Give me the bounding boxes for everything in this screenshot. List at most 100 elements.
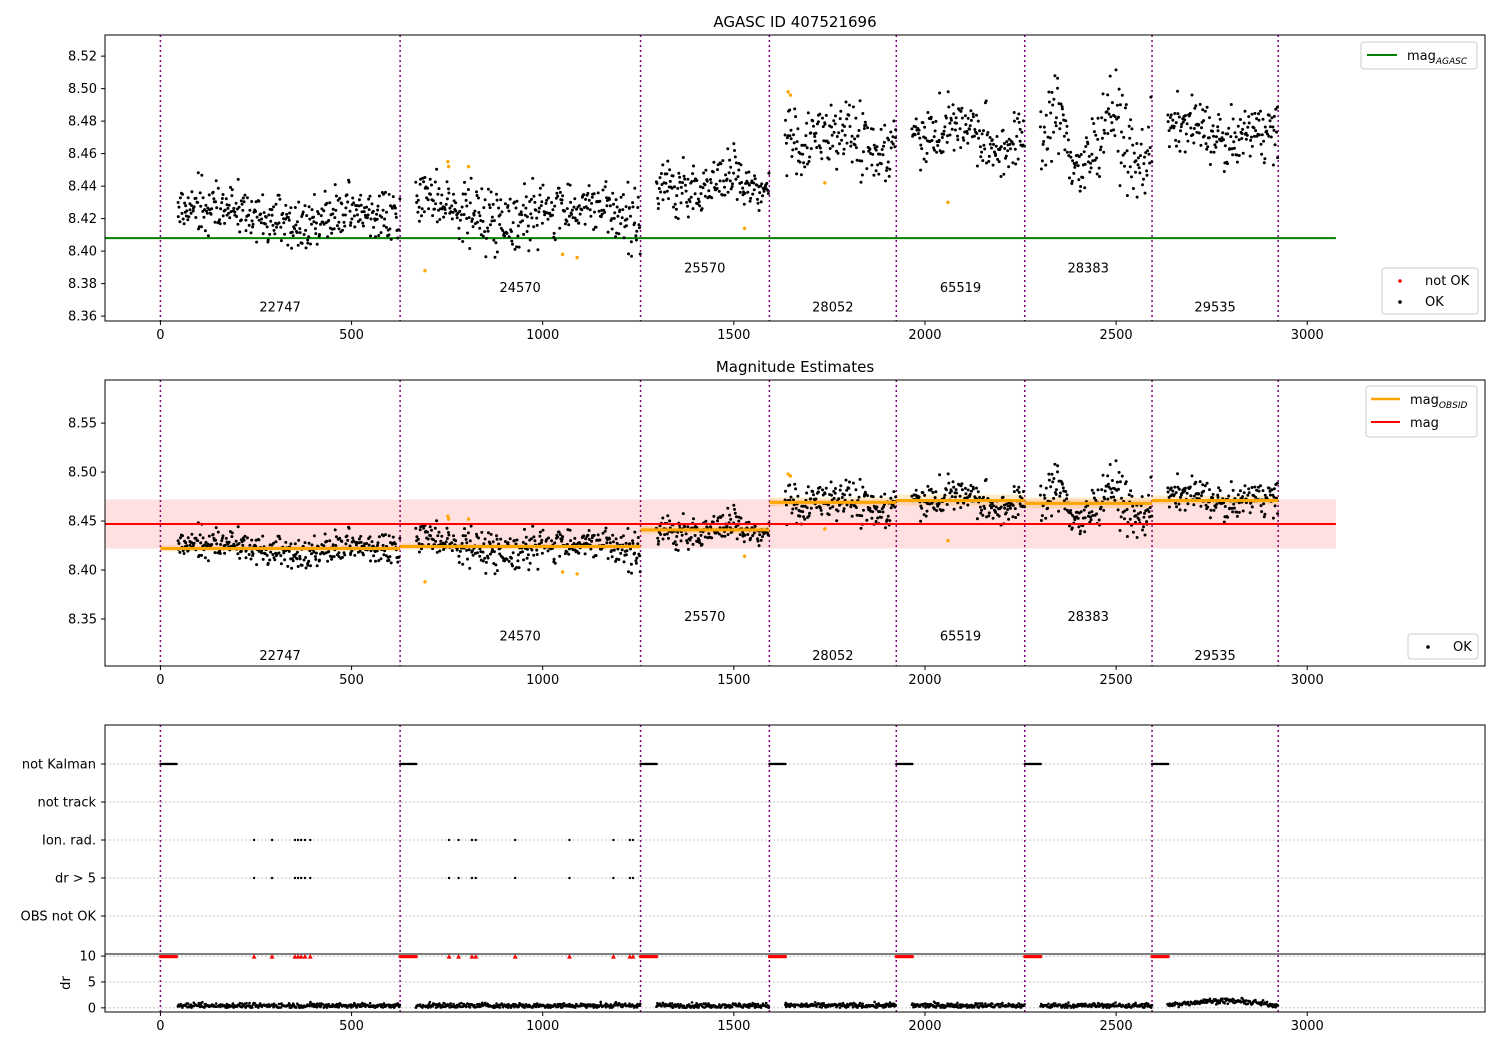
ok-point bbox=[968, 127, 971, 131]
ok-point bbox=[1063, 507, 1067, 511]
ok-point bbox=[1123, 509, 1127, 513]
ok-point bbox=[840, 496, 844, 499]
ok-point bbox=[247, 553, 251, 556]
ok-point bbox=[983, 507, 987, 510]
ok-point bbox=[317, 212, 321, 216]
ok-point bbox=[507, 235, 511, 239]
ok-point bbox=[274, 202, 278, 206]
ok-point bbox=[310, 543, 314, 547]
ok-point bbox=[187, 215, 191, 219]
ok-point bbox=[783, 498, 787, 502]
ok-point bbox=[828, 147, 832, 150]
ok-point bbox=[818, 485, 822, 489]
ok-point bbox=[282, 551, 286, 555]
ok-point bbox=[1090, 488, 1094, 492]
ok-point bbox=[933, 129, 937, 133]
ok-point bbox=[827, 157, 831, 161]
ok-point bbox=[1260, 510, 1264, 514]
ok-point bbox=[985, 161, 988, 165]
ok-point bbox=[723, 534, 727, 538]
dr-gt5-point bbox=[513, 876, 517, 880]
ok-point bbox=[657, 187, 661, 190]
ok-point bbox=[488, 206, 492, 210]
x-tick-label: 1000 bbox=[526, 673, 559, 688]
ok-point bbox=[211, 533, 215, 536]
ok-point bbox=[236, 222, 240, 226]
ok-point bbox=[312, 534, 316, 538]
ok-point bbox=[490, 215, 494, 219]
ok-point bbox=[277, 193, 281, 197]
ok-point bbox=[268, 232, 272, 236]
ok-point bbox=[1059, 102, 1063, 106]
ok-point bbox=[486, 556, 490, 560]
dr-point bbox=[1221, 997, 1224, 1000]
ok-point bbox=[375, 549, 379, 553]
dr-point bbox=[473, 1003, 476, 1007]
ok-point bbox=[480, 187, 484, 191]
y-tick-label: 8.48 bbox=[68, 115, 97, 130]
obsid-label: 65519 bbox=[940, 281, 981, 296]
ok-point bbox=[960, 488, 964, 492]
ok-point bbox=[560, 198, 564, 202]
ok-point bbox=[805, 121, 809, 125]
ok-point bbox=[523, 182, 526, 186]
ok-point bbox=[265, 225, 269, 229]
ok-point bbox=[628, 206, 632, 210]
ok-point bbox=[746, 533, 750, 536]
dr-point bbox=[1223, 1001, 1226, 1005]
ok-point bbox=[739, 163, 743, 167]
ok-point bbox=[1073, 165, 1077, 169]
ok-point bbox=[291, 234, 295, 238]
ok-point bbox=[784, 141, 788, 145]
ok-point bbox=[734, 515, 738, 519]
ok-point bbox=[555, 191, 559, 195]
dr-point bbox=[984, 1002, 987, 1005]
ok-point bbox=[626, 180, 630, 184]
ok-point bbox=[1109, 487, 1113, 491]
ok-point bbox=[236, 525, 240, 529]
ok-point bbox=[356, 213, 359, 217]
ok-point bbox=[700, 542, 704, 546]
dr-point bbox=[521, 1003, 525, 1006]
ok-point bbox=[620, 548, 624, 552]
ok-point bbox=[932, 507, 936, 511]
ok-point bbox=[333, 183, 337, 187]
ok-point bbox=[881, 510, 885, 514]
ok-point bbox=[382, 224, 386, 228]
ok-point bbox=[1212, 508, 1216, 512]
ok-point bbox=[334, 544, 338, 547]
dr-point bbox=[1127, 1005, 1130, 1008]
ok-point bbox=[844, 100, 848, 104]
ok-point bbox=[506, 204, 510, 208]
ok-point bbox=[727, 171, 731, 175]
y-tick-label: 8.42 bbox=[68, 212, 97, 227]
ok-point bbox=[422, 526, 426, 530]
ok-point bbox=[961, 136, 965, 140]
ok-point bbox=[732, 503, 736, 507]
ok-point bbox=[372, 554, 376, 558]
ok-point bbox=[1042, 140, 1046, 143]
ok-point bbox=[636, 536, 640, 539]
ok-point bbox=[596, 191, 600, 195]
ok-point bbox=[1232, 140, 1236, 144]
ok-point bbox=[1100, 116, 1104, 120]
ok-point bbox=[1065, 493, 1069, 497]
ok-point bbox=[719, 515, 723, 519]
ok-point bbox=[470, 549, 474, 553]
ok-point bbox=[1274, 107, 1278, 111]
ok-point bbox=[876, 163, 880, 167]
ok-point bbox=[1016, 157, 1020, 161]
ion-rad-point bbox=[513, 838, 517, 842]
ok-point bbox=[848, 103, 851, 107]
ok-point bbox=[1131, 530, 1135, 534]
ok-point bbox=[1092, 130, 1096, 134]
ok-point bbox=[847, 113, 851, 117]
dr-point bbox=[766, 1004, 769, 1007]
ok-point bbox=[1044, 113, 1048, 117]
ok-point bbox=[960, 106, 964, 110]
ok-point bbox=[343, 213, 347, 217]
ok-point bbox=[297, 200, 301, 204]
ok-point bbox=[709, 178, 712, 181]
ok-point bbox=[691, 207, 695, 211]
ok-point bbox=[1130, 494, 1134, 498]
